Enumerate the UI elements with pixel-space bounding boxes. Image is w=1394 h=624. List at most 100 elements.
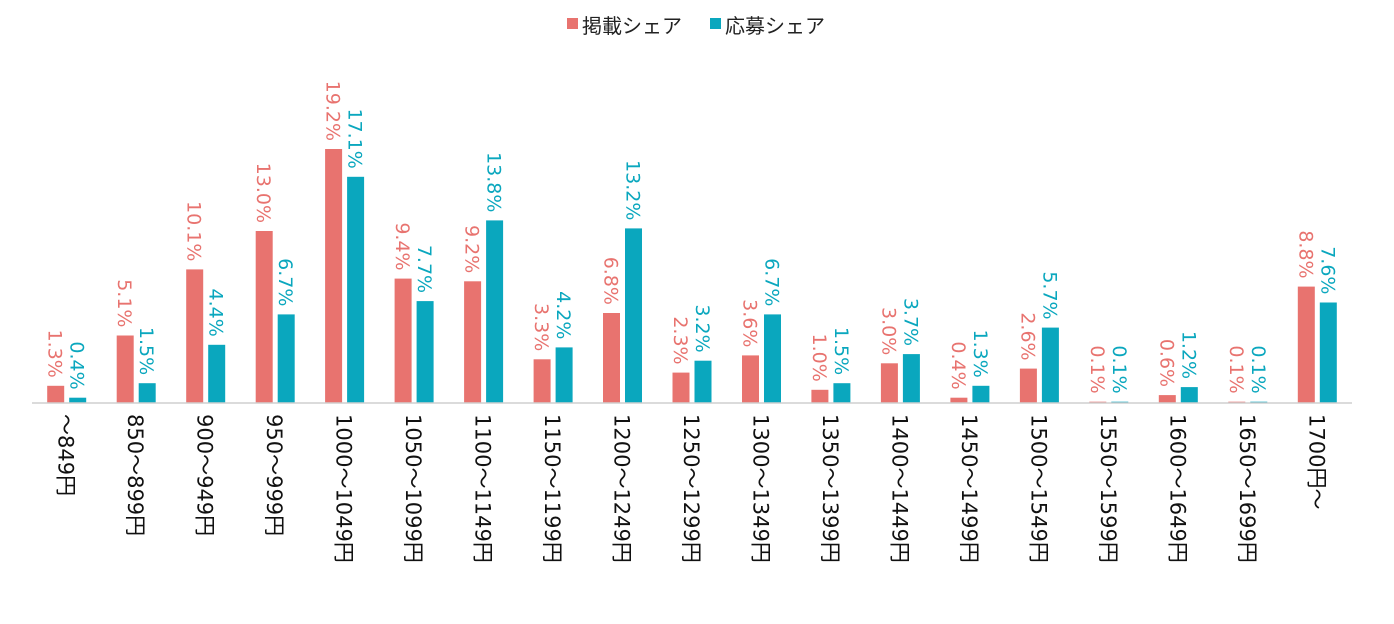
bar-series-2-0: [69, 397, 87, 403]
value-label-series-2-4: 17.1%: [344, 108, 366, 168]
value-label-series-1-16: 0.6%: [1155, 339, 1177, 387]
legend-label-series-2: 応募シェア: [725, 14, 825, 38]
x-tick-label-14: 1500～1549円: [1026, 414, 1050, 563]
value-label-series-1-1: 5.1%: [113, 279, 135, 327]
value-label-series-1-6: 9.2%: [461, 225, 483, 273]
value-label-series-2-16: 1.2%: [1177, 331, 1199, 379]
x-tick-label-4: 1000～1049円: [332, 414, 356, 563]
value-label-series-1-0: 1.3%: [44, 330, 66, 378]
value-label-series-2-17: 0.1%: [1247, 345, 1269, 393]
value-label-series-2-12: 3.7%: [899, 298, 921, 346]
bar-series-1-4: [325, 149, 343, 403]
bar-series-1-7: [533, 359, 551, 403]
legend: 掲載シェア 応募シェア: [567, 14, 825, 38]
value-label-series-1-2: 10.1%: [183, 201, 205, 261]
x-tick-label-18: 1700円～: [1304, 414, 1328, 509]
bar-series-2-3: [277, 314, 295, 403]
value-label-series-1-17: 0.1%: [1225, 345, 1247, 393]
value-label-series-2-5: 7.7%: [413, 245, 435, 293]
value-labels-group: 1.3% 0.4%5.1%1.5%10.1%4.4%13.0%6.7%19.2% 1…: [44, 81, 1339, 394]
value-label-series-1-9: 2.3%: [669, 316, 691, 364]
value-label-series-2-2: 4.4%: [205, 289, 227, 337]
value-label-series-1-11: 1.0%: [808, 334, 830, 382]
bar-series-1-0: [47, 385, 65, 403]
bar-series-2-5: [416, 301, 434, 403]
bar-series-2-6: [486, 220, 504, 403]
bar-series-1-11: [811, 389, 829, 403]
bars-group: [47, 149, 1337, 403]
bar-series-2-1: [138, 383, 156, 403]
x-tick-label-10: 1300～1349円: [749, 414, 773, 563]
value-label-series-1-8: 6.8%: [600, 257, 622, 305]
legend-label-series-1: 掲載シェア: [582, 14, 682, 38]
bar-series-1-5: [394, 278, 412, 403]
x-tick-label-2: 900～949円: [193, 414, 217, 536]
bar-series-1-14: [1019, 368, 1037, 403]
legend-swatch-series-1: [567, 18, 578, 29]
bar-series-1-16: [1158, 395, 1176, 403]
bar-series-1-10: [742, 355, 759, 403]
value-label-series-2-6: 13.8%: [483, 152, 505, 212]
bar-series-1-12: [880, 363, 898, 403]
value-label-series-2-15: 0.1%: [1108, 345, 1130, 393]
value-label-series-1-14: 2.6%: [1016, 312, 1038, 360]
value-label-series-2-18: 7.6%: [1316, 246, 1338, 294]
value-label-series-2-9: 3.2%: [691, 304, 713, 352]
value-label-series-2-14: 5.7%: [1038, 271, 1060, 319]
x-tick-label-3: 950～999円: [262, 414, 286, 536]
value-label-series-1-4: 19.2%: [322, 81, 344, 141]
bar-series-1-1: [116, 335, 134, 403]
x-tick-label-8: 1200～1249円: [610, 414, 634, 563]
value-label-series-2-3: 6.7%: [274, 258, 296, 306]
bar-series-1-3: [255, 231, 273, 403]
x-tick-label-15: 1550～1599円: [1096, 414, 1120, 563]
bar-series-2-8: [625, 228, 642, 403]
x-tick-label-12: 1400～1449円: [887, 414, 911, 563]
value-label-series-1-5: 9.4%: [391, 222, 413, 270]
value-label-series-1-13: 0.4%: [947, 341, 969, 389]
x-tick-label-7: 1150～1199円: [540, 414, 564, 563]
x-tick-label-13: 1450～1499円: [957, 414, 981, 563]
value-label-series-2-1: 1.5%: [135, 327, 157, 375]
x-tick-label-9: 1250～1299円: [679, 414, 703, 563]
value-label-series-1-12: 3.0%: [877, 307, 899, 355]
bar-series-2-12: [902, 354, 920, 403]
bar-series-1-8: [603, 313, 620, 403]
bar-series-2-4: [347, 176, 365, 403]
x-tick-label-0: ～849円: [54, 414, 78, 496]
x-tick-label-16: 1600～1649円: [1165, 414, 1189, 563]
value-label-series-2-8: 13.2%: [622, 160, 644, 220]
value-label-series-2-13: 1.3%: [969, 330, 991, 378]
bar-series-1-2: [186, 269, 204, 403]
bar-series-1-6: [464, 281, 482, 403]
value-label-series-1-18: 8.8%: [1294, 230, 1316, 278]
bar-series-2-14: [1041, 327, 1059, 403]
value-label-series-2-11: 1.5%: [830, 327, 852, 375]
value-label-series-2-7: 4.2%: [552, 291, 574, 339]
bar-series-1-9: [672, 372, 690, 403]
value-label-series-2-10: 6.7%: [761, 258, 783, 306]
bar-series-2-18: [1319, 302, 1337, 403]
x-tick-label-6: 1100～1149円: [471, 414, 495, 563]
x-tick-label-1: 850～899円: [123, 414, 147, 536]
bar-series-2-13: [972, 385, 990, 403]
bar-series-2-2: [208, 344, 226, 403]
x-tick-label-11: 1350～1399円: [818, 414, 842, 563]
bar-series-1-13: [950, 397, 968, 403]
bar-series-2-9: [694, 360, 712, 403]
bar-series-1-18: [1297, 286, 1315, 403]
bar-series-2-16: [1180, 387, 1198, 403]
value-label-series-1-3: 13.0%: [252, 163, 274, 223]
x-tick-label-5: 1050～1099円: [401, 414, 425, 563]
value-label-series-1-15: 0.1%: [1086, 345, 1108, 393]
x-tick-labels: ～849円 850～899円 900～949円 950～999円 1000～1049円 1…: [54, 414, 1329, 563]
bar-series-2-7: [555, 347, 573, 403]
value-label-series-1-10: 3.6%: [739, 299, 761, 347]
value-label-series-1-7: 3.3%: [530, 303, 552, 351]
bar-series-2-10: [764, 314, 781, 403]
bar-series-2-11: [833, 383, 851, 403]
x-tick-label-17: 1650～1699円: [1235, 414, 1259, 563]
legend-swatch-series-2: [710, 18, 721, 29]
